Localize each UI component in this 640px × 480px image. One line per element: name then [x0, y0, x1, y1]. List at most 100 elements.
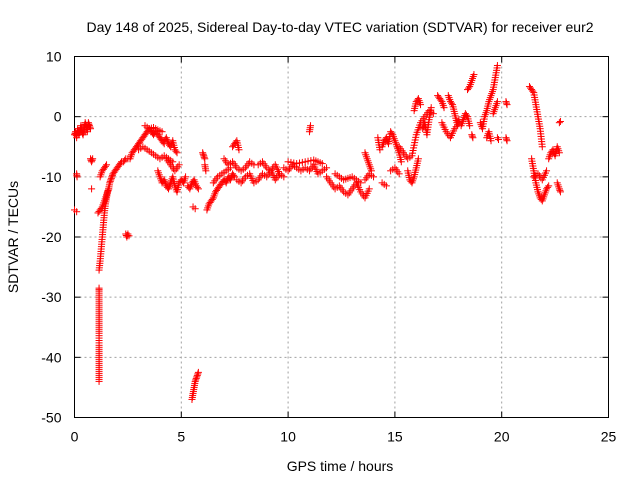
x-tick-label: 5	[177, 429, 185, 445]
data-point	[284, 158, 292, 166]
data-point	[427, 104, 435, 112]
data-point	[462, 111, 470, 119]
data-point	[87, 125, 95, 133]
data-point	[107, 174, 115, 182]
data-point	[545, 182, 553, 190]
data-point	[202, 167, 210, 175]
y-axis-label: SDTVAR / TECUs	[5, 181, 21, 293]
data-point	[397, 158, 405, 166]
data-point	[208, 195, 216, 203]
data-point	[388, 129, 396, 137]
data-point	[555, 149, 563, 157]
data-point	[556, 117, 564, 125]
data-point	[88, 185, 96, 193]
data-point	[287, 158, 295, 166]
data-point	[293, 160, 301, 168]
data-point	[194, 370, 202, 378]
data-point	[88, 156, 96, 164]
data-point	[116, 159, 124, 167]
data-point	[437, 96, 445, 104]
data-point	[538, 143, 546, 151]
data-point	[199, 149, 207, 157]
data-point	[494, 136, 502, 144]
data-point	[106, 177, 114, 185]
data-point	[529, 87, 537, 95]
data-point	[503, 135, 511, 143]
data-point	[108, 173, 116, 181]
data-point	[370, 173, 378, 181]
data-point	[503, 137, 511, 145]
data-point	[158, 128, 166, 136]
data-point	[73, 173, 81, 181]
data-point	[193, 371, 201, 379]
data-point	[191, 205, 199, 213]
data-point	[108, 171, 116, 179]
data-point	[556, 188, 564, 196]
data-point	[86, 123, 94, 131]
data-point	[125, 232, 133, 240]
data-point	[191, 377, 199, 385]
data-point	[107, 176, 115, 184]
data-point	[429, 110, 437, 118]
data-point	[101, 162, 109, 170]
x-tick-label: 25	[601, 429, 617, 445]
data-point	[194, 185, 202, 193]
data-point	[201, 155, 209, 163]
data-point	[466, 122, 474, 130]
data-point	[200, 153, 208, 161]
data-point	[414, 155, 422, 163]
data-point	[103, 161, 111, 169]
x-tick-label: 0	[71, 429, 79, 445]
data-point	[200, 152, 208, 160]
y-tick-label: 0	[54, 109, 62, 125]
data-point	[78, 128, 86, 136]
data-point	[487, 137, 495, 145]
data-point	[298, 158, 306, 166]
data-point	[357, 179, 365, 187]
y-tick-label: 10	[46, 49, 62, 65]
data-point	[172, 147, 180, 155]
data-point	[95, 284, 103, 292]
y-tick-label: -10	[41, 169, 61, 185]
data-point	[307, 122, 315, 130]
data-point	[89, 155, 97, 163]
data-point	[193, 183, 201, 191]
data-point	[503, 99, 511, 107]
data-point	[106, 179, 114, 187]
data-point	[395, 170, 403, 178]
chart-title: Day 148 of 2025, Sidereal Day-to-day VTE…	[86, 19, 593, 35]
data-point	[493, 98, 501, 106]
data-point	[470, 71, 478, 79]
data-point	[182, 173, 190, 181]
data-point	[173, 149, 181, 157]
data-point	[124, 230, 132, 238]
data-point	[301, 158, 309, 166]
data-point	[304, 157, 312, 165]
data-point	[194, 368, 202, 376]
x-axis-label: GPS time / hours	[287, 458, 394, 474]
data-point	[85, 120, 93, 128]
data-point	[493, 134, 501, 142]
data-point	[503, 101, 511, 109]
data-point	[192, 374, 200, 382]
data-point	[276, 170, 284, 178]
data-point	[502, 134, 510, 142]
data-point	[175, 161, 183, 169]
data-point	[97, 204, 105, 212]
data-point	[556, 186, 564, 194]
data-point	[365, 185, 373, 193]
data-point	[88, 158, 96, 166]
data-point	[502, 98, 510, 106]
data-point	[448, 99, 456, 107]
axis-ticks: 0 5 10 15 20 25 10 0 -10 -20 -30 -40 -50	[41, 49, 616, 445]
y-tick-label: -30	[41, 289, 61, 305]
data-point	[280, 173, 288, 181]
y-tick-label: -20	[41, 229, 61, 245]
data-point	[79, 129, 87, 137]
data-point	[468, 132, 476, 140]
data-point	[454, 117, 462, 125]
data-point	[235, 146, 243, 154]
data-point	[465, 84, 473, 92]
data-point	[318, 160, 326, 168]
